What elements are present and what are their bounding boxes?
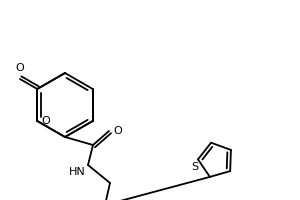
Text: HN: HN	[69, 167, 86, 177]
Text: O: O	[41, 116, 50, 126]
Text: O: O	[16, 63, 24, 73]
Text: S: S	[191, 162, 199, 172]
Text: O: O	[113, 126, 122, 136]
